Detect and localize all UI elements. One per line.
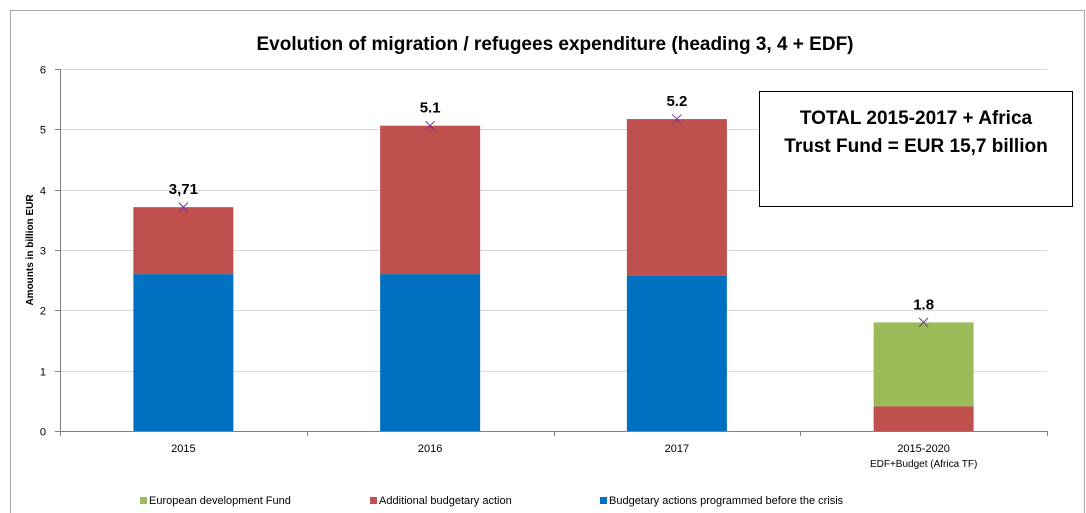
bar-segment xyxy=(873,322,974,407)
annotation-box: TOTAL 2015-2017 + Africa Trust Fund = EU… xyxy=(759,91,1073,207)
annotation-line-2: Trust Fund = EUR 15,7 billion xyxy=(784,136,1047,157)
total-marker xyxy=(918,317,929,328)
y-tick-label: 6 xyxy=(40,65,46,77)
bar-segment xyxy=(626,119,727,276)
legend-label: Additional budgetary action xyxy=(379,495,512,507)
legend-label: European development Fund xyxy=(149,495,291,507)
x-tick-label: 2015-2020 xyxy=(897,443,950,455)
axes xyxy=(60,69,1047,432)
y-axis-ticks: 0 1 2 3 4 5 6 xyxy=(40,65,60,439)
legend-swatch xyxy=(140,497,147,504)
bar-segment xyxy=(626,275,727,431)
total-label: 5.2 xyxy=(666,93,687,110)
legend-swatch xyxy=(600,497,607,504)
bar-segment xyxy=(380,125,481,275)
y-axis-label: Amounts in billion EUR xyxy=(25,194,36,306)
total-label: 3,71 xyxy=(169,181,198,198)
total-labels: 3,71 5.1 5.2 1.8 xyxy=(169,93,934,313)
x-tick-label: 2015 xyxy=(171,443,195,455)
total-marker xyxy=(672,114,682,124)
legend: European development Fund Additional budg… xyxy=(140,495,844,507)
chart-title: Evolution of migration / refugees expend… xyxy=(257,34,854,55)
total-label: 5.1 xyxy=(420,100,441,117)
y-tick-label: 4 xyxy=(40,186,46,198)
total-marker xyxy=(425,120,435,131)
legend-item: European development Fund xyxy=(140,495,291,507)
total-markers xyxy=(178,114,929,328)
total-label: 1.8 xyxy=(913,296,934,313)
y-tick-label: 0 xyxy=(40,427,46,439)
bar-segment xyxy=(133,207,234,275)
y-tick-label: 5 xyxy=(40,125,46,137)
x-axis-ticks: 2015 2016 2017 2015-2020 EDF+Budget (Africa … xyxy=(60,431,1048,470)
annotation-line-1: TOTAL 2015-2017 + Africa xyxy=(800,108,1033,129)
x-tick-label: 2017 xyxy=(665,443,689,455)
y-tick-label: 2 xyxy=(40,306,46,318)
bar-segment xyxy=(873,406,974,431)
y-tick-label: 3 xyxy=(40,246,46,258)
x-tick-label: 2016 xyxy=(418,443,442,455)
annotation-frame xyxy=(759,91,1073,207)
bar-segment xyxy=(380,274,481,431)
bars xyxy=(133,119,974,431)
legend-item: Additional budgetary action xyxy=(370,495,512,507)
bar-segment xyxy=(133,274,234,431)
legend-label: Budgetary actions programmed before the … xyxy=(609,495,844,507)
y-tick-label: 1 xyxy=(40,367,46,379)
total-marker xyxy=(178,202,189,213)
x-tick-sublabel: EDF+Budget (Africa TF) xyxy=(870,459,977,470)
legend-swatch xyxy=(370,497,377,504)
legend-item: Budgetary actions programmed before the … xyxy=(600,495,844,507)
